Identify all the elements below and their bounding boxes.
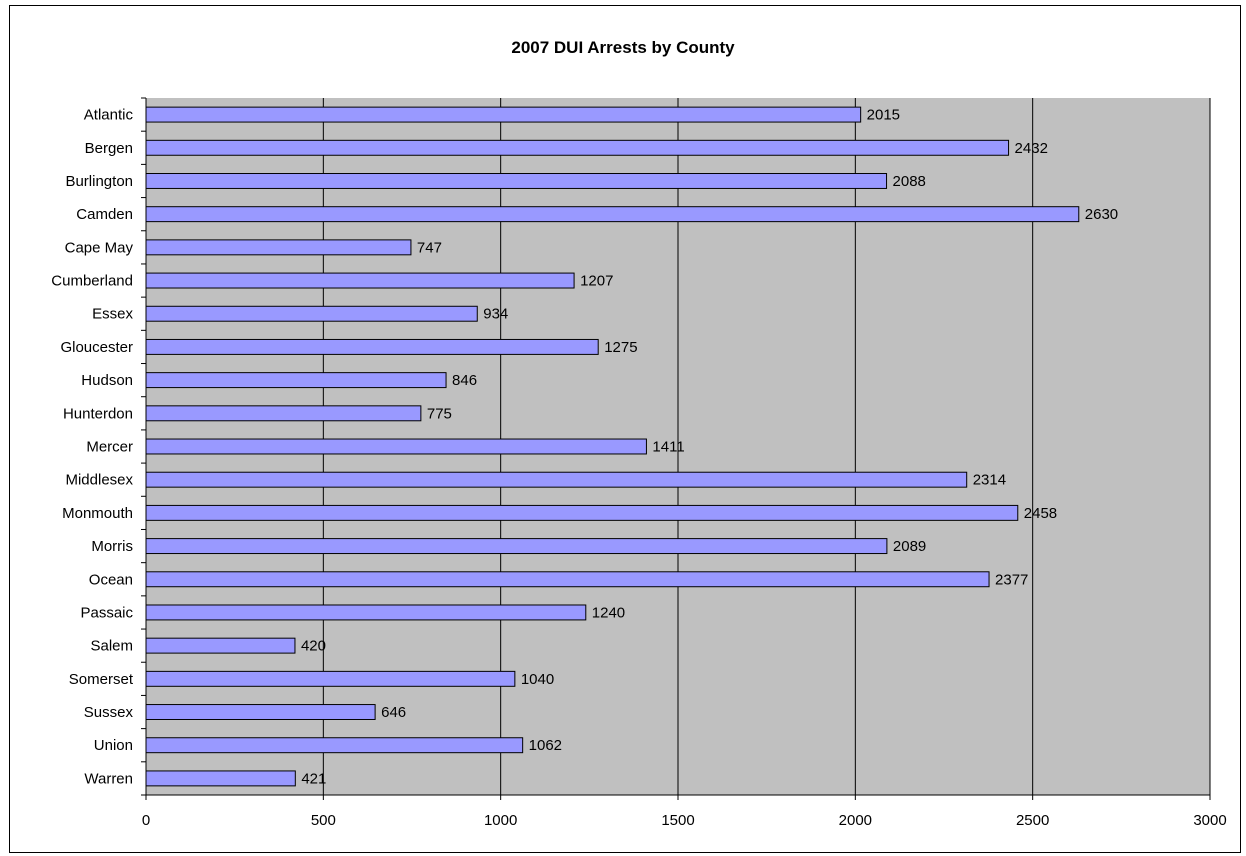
category-label: Essex [92,306,133,323]
x-tick-label: 1000 [484,812,517,829]
category-label: Passaic [80,604,133,621]
data-label: 421 [301,770,326,787]
category-label: Hunterdon [63,405,133,422]
category-label: Salem [90,638,133,655]
chart-title: 2007 DUI Arrests by County [511,38,735,57]
x-tick-label: 3000 [1193,812,1226,829]
data-label: 1240 [592,604,625,621]
labels: 0 500 1000 1500 2000 2500 3000 Atlantic 2015 Berg… [51,107,1226,829]
bar [145,372,447,389]
data-label: 2088 [893,173,926,190]
x-tick-label: 2000 [839,812,872,829]
data-label: 1040 [521,671,554,688]
category-label: Union [94,737,133,754]
data-label: 846 [452,372,477,389]
bar [145,106,862,123]
data-label: 1207 [580,273,613,290]
data-label: 2630 [1085,206,1118,223]
category-label: Monmouth [62,505,133,522]
data-label: 2377 [995,571,1028,588]
category-label: Warren [84,770,133,787]
bar [145,538,888,555]
bar [145,637,296,654]
bar [145,239,412,256]
bar [145,571,990,588]
data-label: 1062 [529,737,562,754]
category-label: Morris [91,538,133,555]
bar [145,139,1010,156]
bar [145,604,587,621]
data-label: 2314 [973,472,1006,489]
category-label: Ocean [89,571,133,588]
data-label: 1275 [604,339,637,356]
bar [145,504,1019,521]
bar [145,670,516,687]
data-label: 2015 [867,107,900,124]
data-label: 2432 [1015,140,1048,157]
category-label: Cape May [65,239,134,256]
data-label: 934 [483,306,508,323]
x-tick-label: 1500 [661,812,694,829]
data-label: 2458 [1024,505,1057,522]
bar [145,737,524,754]
category-label: Hudson [81,372,133,389]
bar [145,305,478,322]
x-tick-label: 500 [311,812,336,829]
category-label: Mercer [86,439,133,456]
bar [145,272,575,289]
category-label: Burlington [65,173,133,190]
category-label: Sussex [84,704,134,721]
bar [145,438,647,455]
bar [145,770,296,787]
category-label: Bergen [85,140,133,157]
category-label: Middlesex [65,472,133,489]
data-label: 420 [301,638,326,655]
bar [145,173,888,189]
category-label: Somerset [69,671,134,688]
category-label: Gloucester [60,339,133,356]
data-label: 646 [381,704,406,721]
data-label: 1411 [652,439,684,456]
data-label: 2089 [893,538,926,555]
bar [145,471,968,488]
x-tick-label: 2500 [1016,812,1049,829]
bar [145,704,376,720]
category-label: Atlantic [84,107,134,124]
category-label: Camden [76,206,133,223]
bar [145,405,422,422]
bar [145,206,1080,223]
data-label: 747 [417,239,442,256]
x-tick-label: 0 [142,812,150,829]
category-label: Cumberland [51,273,133,290]
data-label: 775 [427,405,452,422]
bar [145,338,599,355]
axes [141,97,1211,800]
